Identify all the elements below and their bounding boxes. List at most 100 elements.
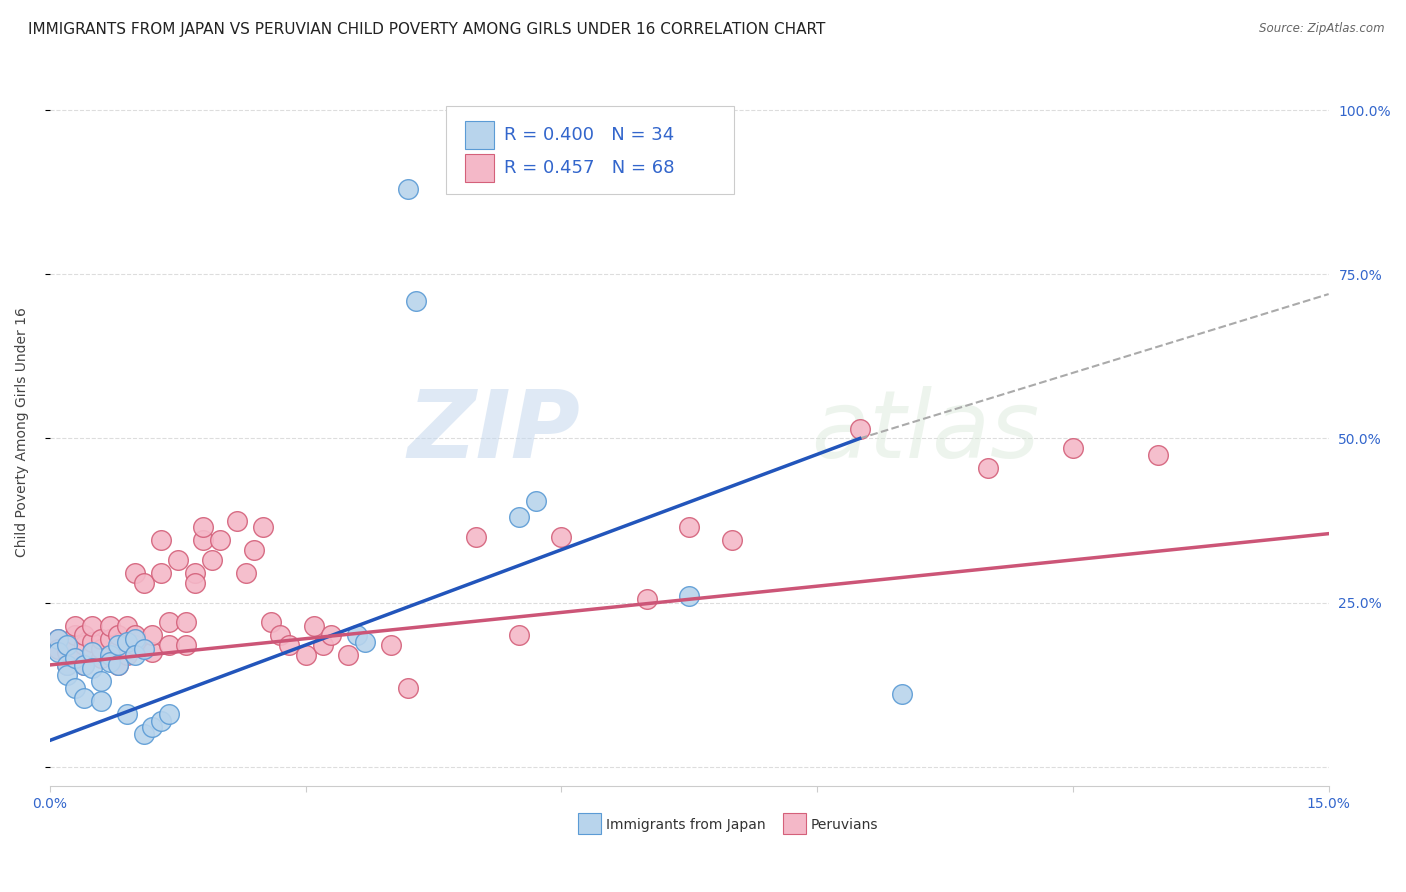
Point	[107, 657, 129, 672]
Point	[48, 632, 70, 646]
Point	[380, 638, 402, 652]
Point	[721, 533, 744, 548]
Point	[56, 638, 79, 652]
Point	[48, 645, 70, 659]
Text: R = 0.457   N = 68: R = 0.457 N = 68	[503, 159, 675, 178]
Point	[124, 648, 146, 662]
Point	[678, 589, 700, 603]
Point	[141, 645, 163, 659]
Bar	[578, 813, 600, 834]
Point	[141, 628, 163, 642]
Point	[157, 707, 180, 722]
Point	[226, 514, 249, 528]
Point	[157, 615, 180, 630]
Bar	[465, 154, 494, 182]
Point	[56, 667, 79, 681]
Point	[848, 422, 870, 436]
Point	[396, 182, 419, 196]
Point	[124, 566, 146, 580]
Point	[107, 657, 129, 672]
Point	[235, 566, 257, 580]
Point	[65, 628, 87, 642]
Point	[124, 628, 146, 642]
Point	[82, 635, 104, 649]
Point	[98, 655, 121, 669]
Bar	[783, 813, 806, 834]
Point	[184, 566, 207, 580]
Point	[149, 533, 172, 548]
Point	[277, 638, 299, 652]
Point	[73, 690, 96, 705]
Point	[311, 638, 333, 652]
Point	[166, 553, 188, 567]
Point	[82, 648, 104, 662]
Point	[508, 510, 530, 524]
FancyBboxPatch shape	[446, 106, 734, 194]
Point	[132, 641, 155, 656]
Point	[124, 632, 146, 646]
Point	[1147, 448, 1170, 462]
Point	[193, 520, 215, 534]
Point	[132, 575, 155, 590]
Y-axis label: Child Poverty Among Girls Under 16: Child Poverty Among Girls Under 16	[15, 307, 30, 557]
Text: IMMIGRANTS FROM JAPAN VS PERUVIAN CHILD POVERTY AMONG GIRLS UNDER 16 CORRELATION: IMMIGRANTS FROM JAPAN VS PERUVIAN CHILD …	[28, 22, 825, 37]
Point	[73, 628, 96, 642]
Point	[550, 530, 572, 544]
Point	[90, 641, 112, 656]
Text: Immigrants from Japan: Immigrants from Japan	[606, 818, 766, 832]
Text: Peruvians: Peruvians	[811, 818, 879, 832]
Point	[405, 293, 427, 308]
Point	[65, 681, 87, 695]
Point	[48, 632, 70, 646]
Point	[302, 618, 325, 632]
Point	[252, 520, 274, 534]
Point	[115, 648, 138, 662]
Point	[524, 493, 547, 508]
Point	[141, 720, 163, 734]
Point	[90, 674, 112, 689]
Point	[115, 707, 138, 722]
Point	[115, 635, 138, 649]
Point	[354, 635, 377, 649]
Point	[82, 661, 104, 675]
Point	[56, 645, 79, 659]
Point	[107, 638, 129, 652]
Point	[73, 657, 96, 672]
Point	[346, 628, 368, 642]
Point	[465, 530, 488, 544]
Point	[82, 618, 104, 632]
Point	[976, 461, 998, 475]
Text: Source: ZipAtlas.com: Source: ZipAtlas.com	[1260, 22, 1385, 36]
Point	[321, 628, 343, 642]
Point	[149, 714, 172, 728]
Point	[65, 651, 87, 665]
Point	[1062, 442, 1084, 456]
Point	[90, 651, 112, 665]
Point	[193, 533, 215, 548]
Text: R = 0.400   N = 34: R = 0.400 N = 34	[503, 126, 673, 144]
Point	[90, 632, 112, 646]
Point	[90, 694, 112, 708]
Point	[82, 645, 104, 659]
Point	[107, 628, 129, 642]
Point	[98, 632, 121, 646]
Point	[260, 615, 283, 630]
Point	[98, 618, 121, 632]
Point	[149, 566, 172, 580]
Point	[98, 648, 121, 662]
Point	[636, 592, 658, 607]
Point	[243, 543, 266, 558]
Point	[174, 615, 197, 630]
Point	[73, 657, 96, 672]
Point	[294, 648, 316, 662]
Point	[337, 648, 360, 662]
Point	[508, 628, 530, 642]
Point	[678, 520, 700, 534]
Point	[56, 657, 79, 672]
Point	[201, 553, 224, 567]
Point	[48, 641, 70, 656]
Point	[209, 533, 232, 548]
Text: ZIP: ZIP	[408, 386, 581, 478]
Point	[184, 575, 207, 590]
Bar	[465, 120, 494, 149]
